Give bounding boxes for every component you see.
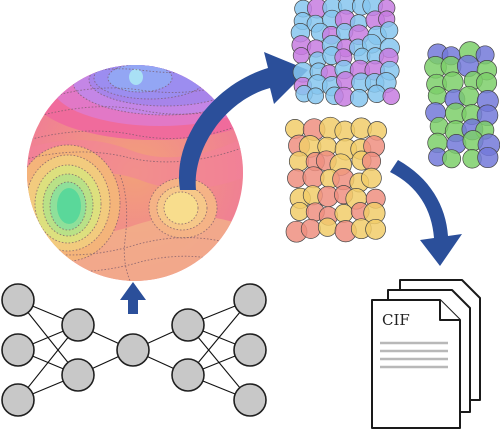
- atom: [442, 149, 462, 169]
- cif-document-stack: CIF: [371, 279, 481, 429]
- output-arrow: [390, 160, 462, 266]
- network-node: [233, 283, 267, 317]
- crystal-purple-blue: [290, 0, 400, 108]
- atom: [334, 204, 354, 223]
- atom: [307, 87, 324, 105]
- atom: [300, 218, 321, 239]
- network-node: [233, 333, 267, 367]
- atom: [477, 146, 499, 169]
- network-node: [1, 383, 35, 417]
- network-node: [116, 333, 150, 367]
- atom: [349, 89, 369, 108]
- atom: [458, 85, 480, 107]
- atom: [427, 86, 447, 106]
- atom: [365, 218, 386, 240]
- atom: [367, 84, 386, 103]
- network-node: [61, 358, 95, 392]
- crystal-yellow-salmon: [285, 116, 387, 243]
- atom: [475, 72, 498, 94]
- atom: [382, 87, 400, 105]
- crystal-structures: [285, 0, 500, 243]
- network-node: [1, 333, 35, 367]
- atom: [317, 217, 338, 237]
- cif-document-front: [371, 299, 461, 429]
- atom: [380, 21, 399, 40]
- encode-arrow: [120, 282, 146, 314]
- generation-arrow: [178, 52, 308, 190]
- atom: [361, 151, 382, 171]
- network-node: [61, 308, 95, 342]
- autoencoder-network: [1, 283, 267, 417]
- crystal-green-indigo: [424, 41, 500, 169]
- network-node: [1, 283, 35, 317]
- network-node: [171, 308, 205, 342]
- atom: [361, 167, 382, 189]
- network-node: [171, 358, 205, 392]
- network-node: [233, 383, 267, 417]
- cif-label: CIF: [382, 311, 410, 329]
- atom: [292, 47, 310, 64]
